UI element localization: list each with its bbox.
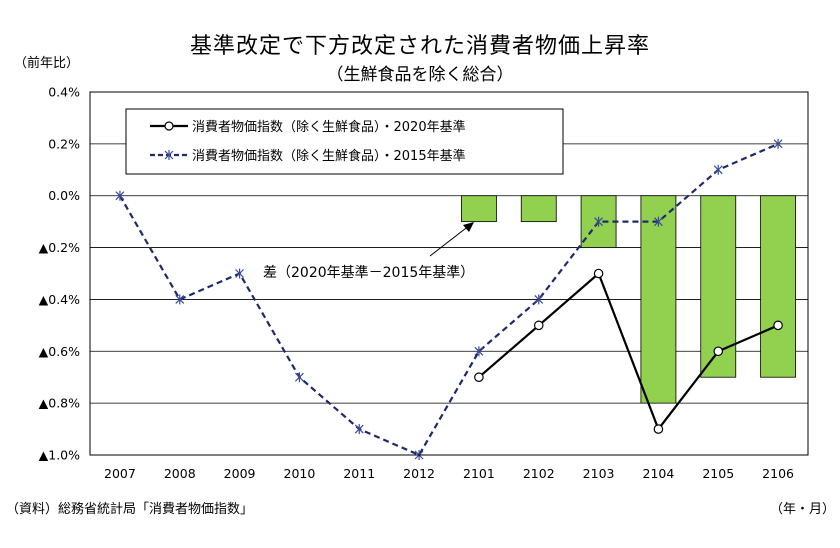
y-tick-label: ▲0.6% <box>39 344 80 359</box>
annotation-arrowhead <box>463 222 474 232</box>
legend-marker <box>164 150 174 160</box>
x-tick-label: 2101 <box>463 466 495 481</box>
x-tick-label: 2102 <box>523 466 555 481</box>
legend-marker <box>164 121 174 131</box>
point-2020 <box>533 320 544 331</box>
plot-frame <box>89 91 809 456</box>
point-2020 <box>474 372 484 383</box>
legend-label: 消費者物価指数（除く生鮮食品）・2020年基準 <box>192 119 466 135</box>
x-axis-unit-label: （年・月） <box>770 502 836 517</box>
point-2015 <box>235 268 245 279</box>
x-tick-label: 2104 <box>643 466 675 481</box>
y-tick-label: ▲0.8% <box>39 396 80 411</box>
annotation-bg <box>258 256 533 286</box>
point-2015 <box>175 294 185 305</box>
y-tick-label: ▲1.0% <box>39 448 80 463</box>
chart-title: 基準改定で下方改定された消費者物価上昇率 <box>189 34 650 59</box>
bar <box>640 195 677 404</box>
line-series <box>115 138 783 460</box>
line-2020 <box>478 271 779 432</box>
x-tick-label: 2106 <box>762 466 794 481</box>
y-tick-label: 0.4% <box>48 85 80 100</box>
annotation: 差（2020年基準－2015年基準） <box>258 222 533 286</box>
annotation-text: 差（2020年基準－2015年基準） <box>263 264 474 281</box>
y-tick-label: 0.2% <box>48 136 80 151</box>
legend-label: 消費者物価指数（除く生鮮食品）・2015年基準 <box>192 148 466 164</box>
point-2020 <box>653 424 664 434</box>
point-2020 <box>773 320 783 331</box>
x-tick-label: 2105 <box>702 466 734 481</box>
source-note: （資料）総務省統計局「消費者物価指数」 <box>6 502 254 517</box>
x-tick-label: 2103 <box>583 466 615 481</box>
x-tick-label: 2011 <box>343 466 375 481</box>
x-tick-label: 2012 <box>403 466 435 481</box>
point-2020 <box>593 268 604 279</box>
legend-box <box>125 108 564 175</box>
point-2015 <box>594 216 604 227</box>
annotation-arrow <box>429 224 471 257</box>
y-tick-label: ▲0.4% <box>39 292 80 307</box>
point-2015 <box>534 294 544 305</box>
point-2015 <box>653 216 663 227</box>
bar <box>520 195 557 223</box>
y-tick-label: 0.0% <box>48 188 80 203</box>
bar <box>580 195 617 248</box>
point-2015 <box>773 138 783 149</box>
x-tick-label: 2008 <box>164 466 196 481</box>
y-axis-unit-label: （前年比） <box>14 56 80 71</box>
line-2015 <box>118 142 779 457</box>
point-2015 <box>354 424 364 435</box>
bar <box>760 195 796 378</box>
point-2015 <box>713 164 723 175</box>
bar <box>461 195 497 223</box>
legend: 消費者物価指数（除く生鮮食品）・2020年基準消費者物価指数（除く生鮮食品）・2… <box>125 108 564 175</box>
chart-subtitle: （生鮮食品を除く総合） <box>326 65 514 85</box>
x-tick-label: 2009 <box>224 466 256 481</box>
point-2015 <box>115 190 125 201</box>
x-tick-label: 2007 <box>104 466 136 481</box>
y-tick-label: ▲0.2% <box>39 240 80 255</box>
point-2015 <box>294 372 304 383</box>
point-2015 <box>474 346 484 357</box>
point-2020 <box>713 346 724 357</box>
x-tick-label: 2010 <box>284 466 316 481</box>
axes: 0.4% 0.2% 0.0% ▲0.2% ▲0.4% ▲0.6% ▲0.8% ▲1.0% 200… <box>39 85 809 481</box>
